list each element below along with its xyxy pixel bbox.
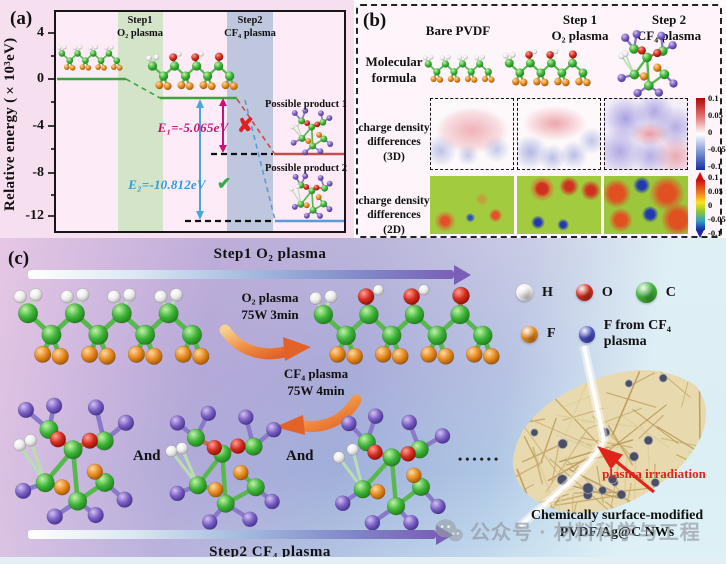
colorbar-2d-tick: 0.1 xyxy=(708,172,719,182)
possible-product-1-label: Possible product 1 xyxy=(264,99,348,110)
o2-curved-arrow xyxy=(219,324,311,361)
charge-density-3d-bare xyxy=(430,98,514,170)
panel-b-tag: (b) xyxy=(363,10,387,31)
legend-label-o: O xyxy=(601,284,613,300)
check-mark-icon: ✔ xyxy=(217,174,232,193)
colorbar-2d-tick: -0.1 xyxy=(708,228,722,238)
possible-product-2-molecule xyxy=(289,173,333,219)
colorbar-3d xyxy=(696,98,705,170)
watermark: 公众号 · 材料科学与工程 xyxy=(434,516,701,545)
step1-gradient-arrow xyxy=(28,270,454,279)
y-axis-label: Relative energy (×10³eV) xyxy=(2,37,18,211)
o2-plasma-condition-label: O₂ plasma 75W 3min xyxy=(241,290,299,322)
y-tick-m4: -4 xyxy=(32,118,44,133)
cf4-plasma-condition-label: CF₄ plasma 75W 4min xyxy=(283,366,349,398)
o-atom-icon xyxy=(575,284,593,301)
legend-label-c: C xyxy=(665,284,676,300)
pvdf-chain-molecule xyxy=(13,288,210,365)
column-header-bare-pvdf: Bare PVDF xyxy=(425,23,491,38)
colorbar-3d-tick: 0.05 xyxy=(708,110,723,120)
panel-a-energy-diagram: (a) Relative energy (×10³eV) 4 0 -4 -8 -… xyxy=(0,0,354,238)
energy-plot xyxy=(48,10,346,233)
panel-a-tag: (a) xyxy=(10,8,33,29)
legend-label-h: H xyxy=(542,284,553,300)
legend-label-f-cf4: F from CF₄ plasma xyxy=(603,318,671,349)
cross-mark-icon: ✘ xyxy=(237,115,254,137)
y-tick-0: 0 xyxy=(37,71,44,86)
legend-label-f: F xyxy=(547,326,556,341)
cf4-curved-arrow xyxy=(275,394,362,435)
possible-product-1-molecule xyxy=(289,107,334,156)
step2-band-label: Step2 CF₄ plasma xyxy=(224,15,276,40)
f-atom-icon xyxy=(521,325,538,343)
colorbar-2d-top-arrow xyxy=(696,172,704,180)
f-cf4-atom-icon xyxy=(578,325,595,343)
legend-item-o: O xyxy=(575,284,613,301)
y-tick-m12: -12 xyxy=(25,208,44,223)
legend-item-f-cf4: F from CF₄ plasma xyxy=(578,318,712,350)
charge-density-3d-o2 xyxy=(517,98,601,170)
charge-density-2d-cf4 xyxy=(604,176,688,234)
oxidized-pvdf-chain-molecule xyxy=(309,284,500,365)
colorbar-3d-tick: -0.1 xyxy=(708,161,722,171)
cf4-product-molecule-1 xyxy=(13,397,135,525)
column-header-step2: Step 2 CF₄ plasma xyxy=(636,12,702,43)
and-separator-1: And xyxy=(133,448,161,464)
colorbar-3d-tick: 0 xyxy=(708,127,713,137)
o2-plasma-molecule xyxy=(502,49,591,87)
cf4-product-molecule-3 xyxy=(333,408,451,531)
y-tick-m8: -8 xyxy=(32,165,44,180)
colorbar-3d-tick: -0.05 xyxy=(708,144,726,154)
plasma-irradiation-label: plasma irradiation xyxy=(602,466,706,481)
bare-pvdf-molecule xyxy=(423,54,495,83)
atom-legend-row-2: F F from CF₄ plasma xyxy=(521,318,726,350)
energy-e2-label: E₂=-10.812eV xyxy=(128,177,206,192)
cf4-plasma-molecule xyxy=(617,29,678,98)
row-label-molecular-formula: Molecular formula xyxy=(365,54,423,86)
row-label-charge-density-2d: charge density differences (2D) xyxy=(358,195,430,236)
step2-arrow-label: Step2 CF₄ plasma xyxy=(209,544,331,560)
colorbar-2d-tick: -0.05 xyxy=(708,214,726,224)
colorbar-2d xyxy=(696,180,705,230)
pvdf-molecule-small xyxy=(57,45,123,71)
wechat-icon xyxy=(435,518,463,541)
legend-item-h: H xyxy=(516,284,553,301)
colorbar-3d-tick: 0.1 xyxy=(708,93,719,103)
panel-c-tag: (c) xyxy=(8,248,30,269)
colorbar-2d-tick: 0.05 xyxy=(708,186,723,196)
charge-density-2d-o2 xyxy=(517,176,601,234)
atom-legend-row-1: H O C xyxy=(516,282,690,303)
colorbar-2d-tick: 0 xyxy=(708,200,713,210)
cf4-product-molecule-2 xyxy=(165,405,282,530)
charge-density-3d-cf4 xyxy=(604,98,688,170)
product-caption: Chemically surface-modified PVDF/Ag@C NW… xyxy=(530,508,704,540)
energy-e1-label: E₁=-5.065eV xyxy=(157,120,229,135)
and-separator-2: And xyxy=(286,448,314,464)
panel-b-comparison-table: (b) Bare PVDF Step 1 O₂ plasma Step 2 CF… xyxy=(356,4,726,238)
step1-band-label: Step1 O₂ plasma xyxy=(116,15,164,40)
step2-gradient-arrow xyxy=(28,530,436,539)
step1-arrow-label: Step1 O₂ plasma xyxy=(213,246,327,262)
watermark-text: 公众号 · 材料科学与工程 xyxy=(470,522,701,544)
panel-c-reaction-scheme: (c) Step1 O₂ plasma O₂ plasma 75W 3min H… xyxy=(0,238,726,564)
column-header-step1: Step 1 O₂ plasma xyxy=(551,12,609,43)
oxidized-pvdf-molecule-small xyxy=(145,51,238,91)
legend-item-f: F xyxy=(521,325,556,343)
y-tick-4: 4 xyxy=(37,25,44,40)
ellipsis-dots: •••••• xyxy=(458,452,502,466)
nanowire-mesh-image xyxy=(500,345,721,530)
h-atom-icon xyxy=(516,284,533,301)
legend-item-c: C xyxy=(635,282,676,303)
step1-arrow-head xyxy=(454,265,471,285)
colorbar-2d-bottom-arrow xyxy=(696,230,704,238)
row-label-charge-density-3d: charge density differences (3D) xyxy=(358,122,430,163)
c-atom-icon xyxy=(635,282,657,303)
possible-product-2-label: Possible product 2 xyxy=(264,163,348,174)
charge-density-2d-bare xyxy=(430,176,514,234)
